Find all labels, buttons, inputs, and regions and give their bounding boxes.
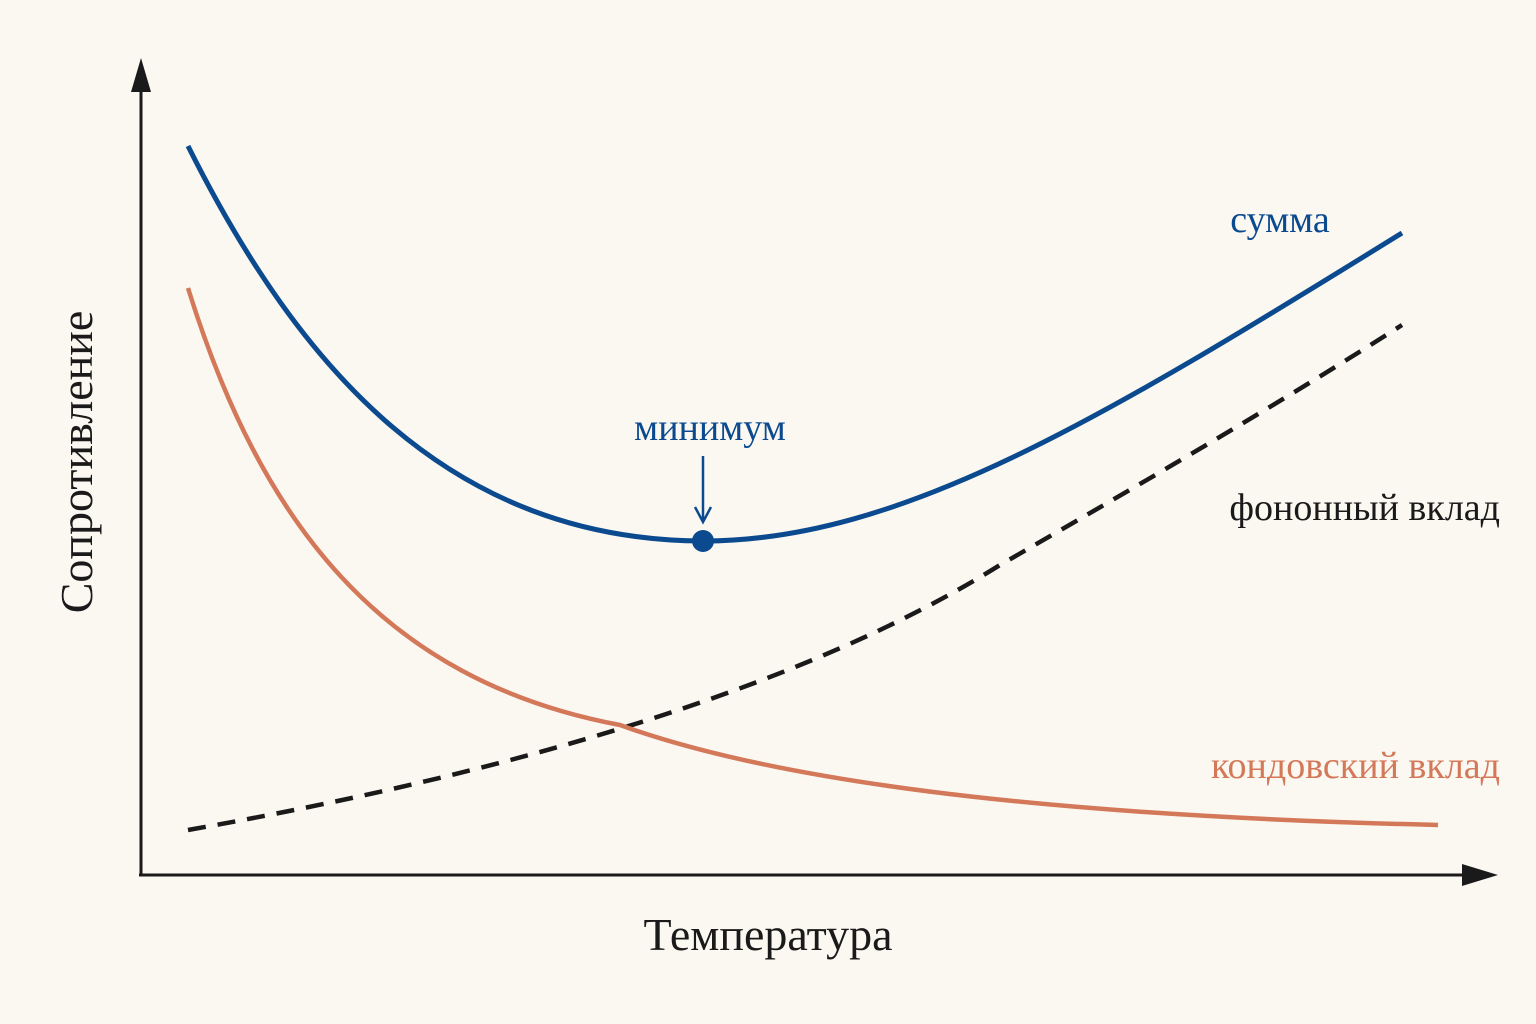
kondo-curve	[185, 287, 1439, 828]
y-axis-label: Сопротивление	[51, 311, 102, 614]
sum-label: сумма	[1230, 199, 1330, 241]
minimum-point	[692, 530, 714, 552]
x-axis-arrow	[1462, 864, 1498, 886]
kondo-label: кондовский вклад	[1211, 745, 1500, 787]
y-axis-arrow	[131, 58, 151, 92]
minimum-arrow-head	[693, 506, 713, 525]
phonon-curve	[187, 323, 1404, 833]
minimum-label: минимум	[634, 407, 786, 449]
x-axis-label: Температура	[643, 909, 892, 960]
phonon-label: фононный вклад	[1229, 487, 1500, 529]
